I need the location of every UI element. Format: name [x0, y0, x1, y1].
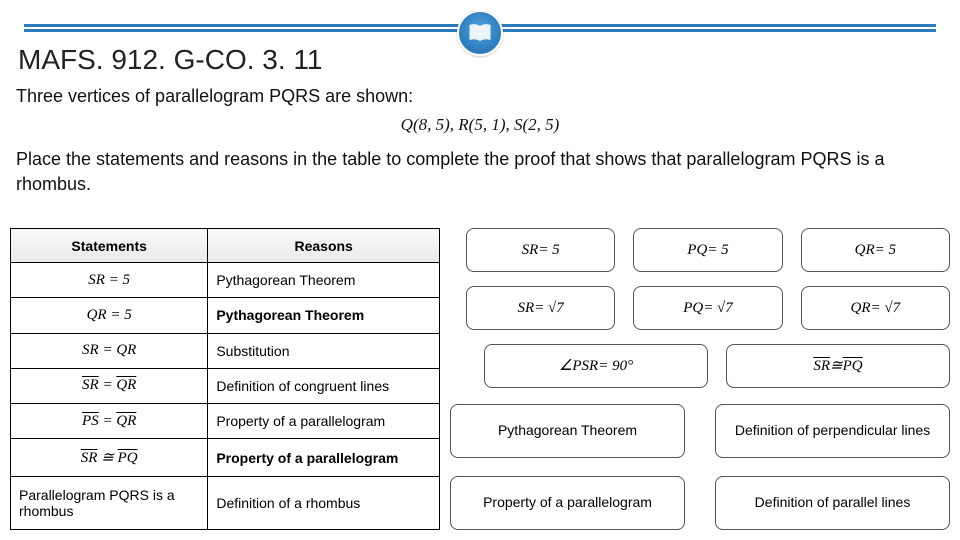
table-reason[interactable]: Substitution: [208, 333, 440, 368]
answer-tile[interactable]: QR = 5: [801, 228, 950, 272]
col-header-statements: Statements: [11, 229, 208, 263]
table-statement[interactable]: SR = QR: [11, 368, 208, 403]
table-statement[interactable]: SR = QR: [11, 333, 208, 368]
prompt-line-1: Three vertices of parallelogram PQRS are…: [16, 84, 944, 108]
answer-tile[interactable]: SR = 5: [466, 228, 615, 272]
answer-tiles-text-row1: Pythagorean Theorem Definition of perpend…: [450, 404, 950, 458]
answer-tile[interactable]: SR = √7: [466, 286, 615, 330]
table-statement[interactable]: PS = QR: [11, 404, 208, 439]
table-statement[interactable]: QR = 5: [11, 298, 208, 333]
answer-tile[interactable]: Pythagorean Theorem: [450, 404, 685, 458]
table-reason[interactable]: Definition of congruent lines: [208, 368, 440, 403]
table-reason[interactable]: Pythagorean Theorem: [208, 298, 440, 333]
prompt-line-2: Place the statements and reasons in the …: [16, 147, 944, 196]
answer-tiles-text-row2: Property of a parallelogram Definition of…: [450, 476, 950, 530]
answer-tile[interactable]: Property of a parallelogram: [450, 476, 685, 530]
prompt-vertices: Q(8, 5), R(5, 1), S(2, 5): [16, 114, 944, 137]
col-header-reasons: Reasons: [208, 229, 440, 263]
book-icon: [466, 19, 494, 47]
answer-tile[interactable]: QR = √7: [801, 286, 950, 330]
table-statement[interactable]: Parallelogram PQRS is a rhombus: [11, 477, 208, 530]
table-reason[interactable]: Pythagorean Theorem: [208, 263, 440, 298]
table-reason[interactable]: Definition of a rhombus: [208, 477, 440, 530]
proof-table: Statements Reasons SR = 5Pythagorean The…: [10, 228, 440, 530]
prompt-block: Three vertices of parallelogram PQRS are…: [16, 84, 944, 202]
answer-tiles-math: SR = 5 PQ = 5 QR = 5 SR = √7 PQ = √7 QR = √7: [466, 228, 950, 330]
table-reason[interactable]: Property of a parallelogram: [208, 404, 440, 439]
answer-tile[interactable]: Definition of perpendicular lines: [715, 404, 950, 458]
answer-tile[interactable]: PQ = √7: [633, 286, 782, 330]
answer-tile[interactable]: SR ≅ PQ: [726, 344, 950, 388]
school-logo-badge: [457, 10, 503, 56]
answer-tile[interactable]: PQ = 5: [633, 228, 782, 272]
standard-code: MAFS. 912. G-CO. 3. 11: [18, 44, 322, 76]
table-statement[interactable]: SR = 5: [11, 263, 208, 298]
table-statement[interactable]: SR ≅ PQ: [11, 439, 208, 477]
answer-tile[interactable]: ∠PSR = 90°: [484, 344, 708, 388]
answer-tiles-math-row3: ∠PSR = 90° SR ≅ PQ: [466, 344, 950, 388]
table-reason[interactable]: Property of a parallelogram: [208, 439, 440, 477]
answer-tile[interactable]: Definition of parallel lines: [715, 476, 950, 530]
